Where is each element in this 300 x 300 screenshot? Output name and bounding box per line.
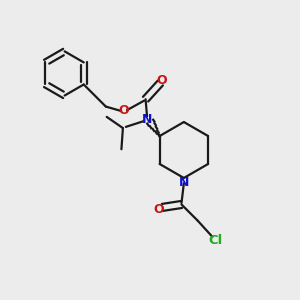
- Text: Cl: Cl: [208, 234, 223, 247]
- Text: O: O: [119, 103, 129, 117]
- Text: O: O: [154, 203, 164, 216]
- Text: N: N: [179, 176, 189, 189]
- Text: O: O: [157, 74, 167, 87]
- Text: N: N: [142, 113, 152, 126]
